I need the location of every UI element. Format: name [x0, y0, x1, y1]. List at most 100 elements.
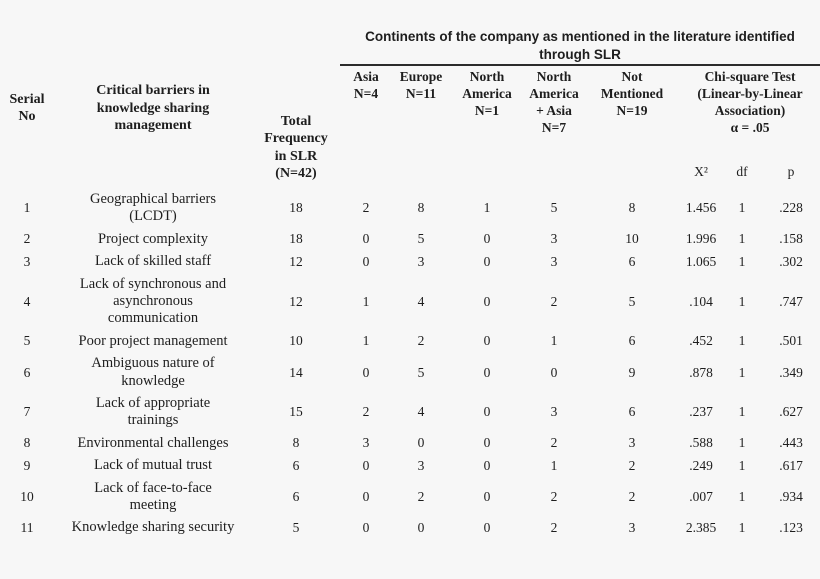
cell-north-america-asia: 5	[550, 200, 558, 216]
barriers-continents-table: Serial No Critical barriers in knowledge…	[0, 28, 820, 539]
cell-north-america: 0	[483, 333, 491, 349]
cell-serial: 3	[23, 253, 31, 269]
cell-p: .501	[779, 333, 803, 349]
cell-not-mentioned: 6	[628, 253, 636, 269]
cell-not-mentioned: 8	[628, 200, 636, 216]
table-row: 10 Lack of face-to-face meeting 6 0 2 0 …	[0, 477, 820, 517]
cell-p: .627	[779, 404, 803, 420]
cell-barrier-label: Lack of skilled staff	[94, 253, 212, 270]
table-row: 8 Environmental challenges 8 3 0 0 2 3 .…	[0, 432, 820, 454]
cell-north-america: 0	[483, 231, 491, 247]
cell-asia: 2	[362, 404, 370, 420]
cell-barrier-label: Poor project management	[78, 332, 228, 349]
cell-not-mentioned: 3	[628, 435, 636, 451]
table-row: 2 Project complexity 18 0 5 0 3 10 1.996…	[0, 228, 820, 250]
cell-europe: 5	[417, 364, 425, 380]
cell-asia: 2	[362, 200, 370, 216]
cell-total-frequency: 12	[289, 253, 303, 269]
cell-europe: 2	[417, 488, 425, 504]
cell-barrier-label: Lack of synchronous and asynchronous com…	[79, 275, 227, 327]
cell-asia: 0	[362, 364, 370, 380]
cell-north-america: 0	[483, 364, 491, 380]
header-total-frequency: Total Frequency in SLR (N=42)	[264, 113, 328, 182]
cell-chi-square: .104	[689, 293, 713, 309]
cell-not-mentioned: 6	[628, 333, 636, 349]
cell-europe: 4	[417, 293, 425, 309]
cell-barrier-label: Lack of appropriate trainings	[95, 395, 211, 429]
cell-df: 1	[738, 519, 746, 535]
cell-barrier-label: Project complexity	[98, 230, 208, 247]
cell-df: 1	[738, 404, 746, 420]
cell-barrier-label: Environmental challenges	[77, 434, 229, 451]
cell-chi-square: .878	[689, 364, 713, 380]
cell-north-america: 0	[483, 488, 491, 504]
cell-chi-square: .452	[689, 333, 713, 349]
cell-df: 1	[738, 457, 746, 473]
cell-not-mentioned: 10	[625, 231, 639, 247]
cell-europe: 2	[417, 333, 425, 349]
cell-df: 1	[738, 200, 746, 216]
table-row: 9 Lack of mutual trust 6 0 3 0 1 2 .249 …	[0, 455, 820, 477]
table-row: 11 Knowledge sharing security 5 0 0 0 2 …	[0, 517, 820, 539]
cell-p: .349	[779, 364, 803, 380]
cell-chi-square: 1.456	[685, 200, 717, 216]
cell-not-mentioned: 2	[628, 488, 636, 504]
table-header: Serial No Critical barriers in knowledge…	[0, 28, 820, 189]
header-europe: Europe N=11	[399, 69, 443, 101]
header-not-mentioned: Not Mentioned N=19	[600, 69, 664, 118]
cell-total-frequency: 5	[292, 519, 300, 535]
cell-asia: 1	[362, 293, 370, 309]
cell-p: .747	[779, 293, 803, 309]
header-critical-barriers: Critical barriers in knowledge sharing m…	[96, 83, 210, 134]
cell-north-america-asia: 3	[550, 253, 558, 269]
cell-not-mentioned: 6	[628, 404, 636, 420]
cell-north-america-asia: 2	[550, 293, 558, 309]
cell-df: 1	[738, 333, 746, 349]
cell-serial: 6	[23, 364, 31, 380]
cell-north-america-asia: 2	[550, 488, 558, 504]
header-north-america-asia: North America + Asia N=7	[529, 69, 579, 135]
cell-barrier-label: Knowledge sharing security	[71, 519, 235, 536]
cell-total-frequency: 14	[289, 364, 303, 380]
cell-europe: 3	[417, 253, 425, 269]
cell-serial: 10	[20, 488, 34, 504]
cell-p: .934	[779, 488, 803, 504]
cell-barrier-label: Geographical barriers (LCDT)	[89, 191, 216, 225]
cell-europe: 5	[417, 231, 425, 247]
cell-barrier-label: Lack of face-to-face meeting	[94, 479, 212, 513]
header-x2: X²	[694, 163, 708, 179]
cell-serial: 8	[23, 435, 31, 451]
cell-north-america: 1	[483, 200, 491, 216]
table-row: 4 Lack of synchronous and asynchronous c…	[0, 273, 820, 330]
cell-df: 1	[738, 231, 746, 247]
cell-barrier-label: Ambiguous nature of knowledge	[91, 355, 215, 389]
cell-df: 1	[738, 253, 746, 269]
cell-p: .158	[779, 231, 803, 247]
cell-asia: 3	[362, 435, 370, 451]
cell-serial: 9	[23, 457, 31, 473]
table-row: 1 Geographical barriers (LCDT) 18 2 8 1 …	[0, 189, 820, 229]
cell-europe: 3	[417, 457, 425, 473]
cell-chi-square: 1.065	[685, 253, 717, 269]
cell-north-america-asia: 1	[550, 457, 558, 473]
cell-p: .228	[779, 200, 803, 216]
cell-asia: 0	[362, 253, 370, 269]
cell-europe: 0	[417, 435, 425, 451]
cell-chi-square: .588	[689, 435, 713, 451]
cell-north-america-asia: 3	[550, 231, 558, 247]
cell-not-mentioned: 2	[628, 457, 636, 473]
cell-df: 1	[738, 364, 746, 380]
header-serial-no: Serial No	[9, 91, 45, 125]
cell-serial: 2	[23, 231, 31, 247]
cell-north-america: 0	[483, 435, 491, 451]
cell-not-mentioned: 5	[628, 293, 636, 309]
cell-total-frequency: 8	[292, 435, 300, 451]
cell-north-america-asia: 2	[550, 519, 558, 535]
cell-europe: 8	[417, 200, 425, 216]
cell-total-frequency: 18	[289, 200, 303, 216]
cell-north-america-asia: 1	[550, 333, 558, 349]
cell-north-america-asia: 0	[550, 364, 558, 380]
cell-serial: 4	[23, 293, 31, 309]
header-continents-title: Continents of the company as mentioned i…	[340, 28, 820, 67]
cell-north-america: 0	[483, 253, 491, 269]
